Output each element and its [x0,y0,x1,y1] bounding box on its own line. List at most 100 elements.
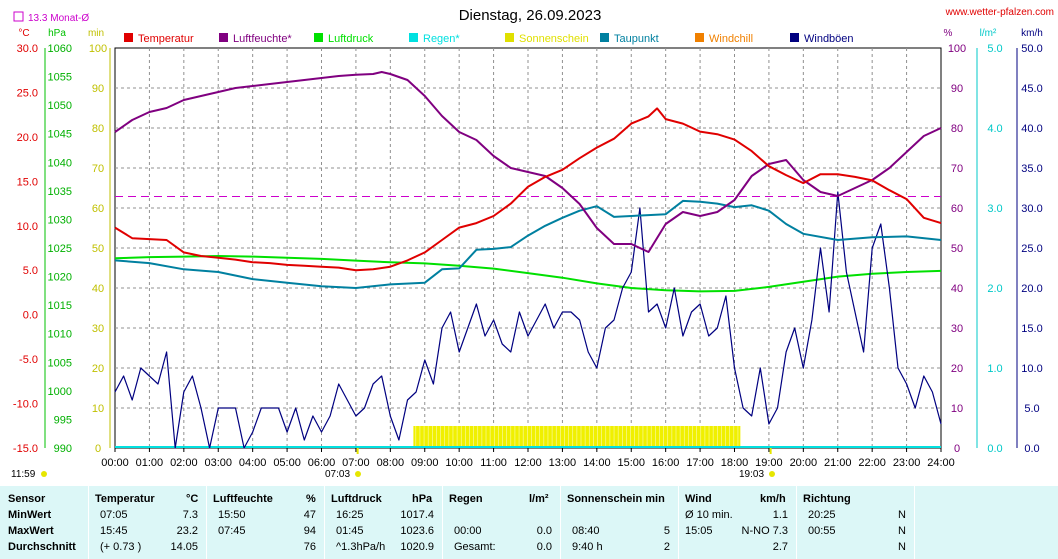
x-tick-label: 04:00 [239,457,267,469]
divider [678,486,679,559]
sun-tick-label: 60 [92,203,104,215]
header-rain: Regen [449,493,483,505]
sunrise-icon [355,471,361,477]
pressure-tick-label: 1010 [48,329,72,341]
x-tick-label: 13:00 [549,457,577,469]
temp-unit-label: °C [18,28,29,39]
cell-rain-time: Gesamt: [454,541,496,553]
legend-label: Sonnenschein [519,33,589,45]
humidity-tick-label: 80 [951,123,963,135]
cell-temp-time: 15:45 [100,525,128,537]
cell-hum-val: 94 [303,525,316,537]
divider [88,486,89,559]
stats-table: Sensor Temperatur °C Luftfeuchte % Luftd… [0,486,1058,559]
site-link[interactable]: www.wetter-pfalzen.com [945,7,1054,18]
x-tick-label: 17:00 [686,457,714,469]
sunrise-label: 07:03 [325,469,350,480]
pressure-tick-label: 1040 [48,157,72,169]
pressure-tick-label: 1045 [48,129,72,141]
legend-label: Luftdruck [328,33,374,45]
pressure-tick-label: 1035 [48,186,72,198]
x-tick-label: 23:00 [893,457,921,469]
pressure-tick-label: 1020 [48,272,72,284]
sun-tick-label: 100 [89,43,107,55]
cell-rain-val: 0.0 [536,541,552,553]
legend-label: Taupunkt [614,33,659,45]
header-hum-unit: % [306,493,316,505]
sun-tick-label: 90 [92,83,104,95]
x-tick-label: 24:00 [927,457,955,469]
x-tick-label: 11:00 [480,457,507,469]
sun-tick-label: 80 [92,123,104,135]
sunrise-left-label: 11:59 [11,469,36,480]
humidity-tick-label: 100 [948,43,966,55]
x-tick-label: 20:00 [790,457,818,469]
sun-icon [41,471,47,477]
cell-label: Durchschnitt [8,541,76,553]
cell-temp-time: 07:05 [100,509,128,521]
temp-tick-label: 30.0 [17,43,38,55]
x-tick-label: 02:00 [170,457,198,469]
cell-rain-time: 00:00 [454,525,482,537]
legend-swatch [790,33,799,42]
pressure-tick-label: 1030 [48,214,72,226]
cell-label: MaxWert [8,525,54,537]
x-tick-label: 00:00 [101,457,129,469]
sunset-label: 19:03 [739,469,764,480]
wind-tick-label: 30.0 [1021,203,1042,215]
cell-sun-time: 9:40 h [572,541,603,553]
pressure-tick-label: 1015 [48,300,72,312]
divider [324,486,325,559]
divider [442,486,443,559]
chart-axes: 30.0 25.0 20.0 15.0 10.0 5.0 0.0 -5.0 -10.0 -15.0… [13,43,1043,469]
wind-tick-label: 0.0 [1024,443,1039,455]
chart-series [114,71,942,449]
cell-press-time: 16:25 [336,509,364,521]
pressure-tick-label: 1050 [48,100,72,112]
legend-label: Windböen [804,33,854,45]
header-wind: Wind [685,493,712,505]
legend-label: Windchill [709,33,753,45]
cell-dir-time: 20:25 [808,509,836,521]
weather-chart: 30.0 25.0 20.0 15.0 10.0 5.0 0.0 -5.0 -10.0 -15.0… [11,7,1054,480]
series-taupunkt [114,199,942,289]
sun-unit-label: min [88,28,104,39]
cell-wind-val: 2.7 [772,541,788,553]
humidity-tick-label: 40 [951,283,963,295]
series-temperatur [114,107,942,272]
divider [206,486,207,559]
pressure-tick-label: 1000 [48,386,72,398]
series-windben [114,191,942,449]
humidity-tick-label: 10 [951,403,963,415]
cell-dir-val: N [898,525,906,537]
divider [796,486,797,559]
temp-tick-label: 5.0 [23,265,38,277]
sun-tick-label: 30 [92,323,104,335]
cell-dir-val: N [898,541,906,553]
cell-press-time: ^1.3hPa/h [336,541,386,553]
rain-tick-label: 0.0 [987,443,1002,455]
pressure-tick-label: 1060 [48,43,72,55]
header-temp: Temperatur [95,493,155,505]
cell-label: MinWert [8,509,52,521]
rain-tick-label: 1.0 [987,363,1002,375]
sun-tick-label: 70 [92,163,104,175]
x-tick-label: 19:00 [755,457,783,469]
legend-label: Regen* [423,33,460,45]
cell-wind-val: N-NO 7.3 [741,525,788,537]
x-tick-label: 09:00 [411,457,439,469]
cell-temp-time: (+ 0.73 ) [100,541,142,553]
x-tick-label: 03:00 [204,457,232,469]
wind-tick-label: 45.0 [1021,83,1042,95]
x-tick-label: 05:00 [273,457,301,469]
sun-tick-label: 0 [95,443,101,455]
header-wind-unit: km/h [760,493,786,505]
temp-tick-label: 0.0 [23,310,38,322]
wind-tick-label: 25.0 [1021,243,1042,255]
cell-sun-time: 08:40 [572,525,600,537]
legend-label: Temperatur [138,33,194,45]
humidity-tick-label: 50 [951,243,963,255]
header-sensor: Sensor [8,493,46,505]
header-temp-unit: °C [186,493,199,505]
monthly-avg-icon [13,11,24,22]
